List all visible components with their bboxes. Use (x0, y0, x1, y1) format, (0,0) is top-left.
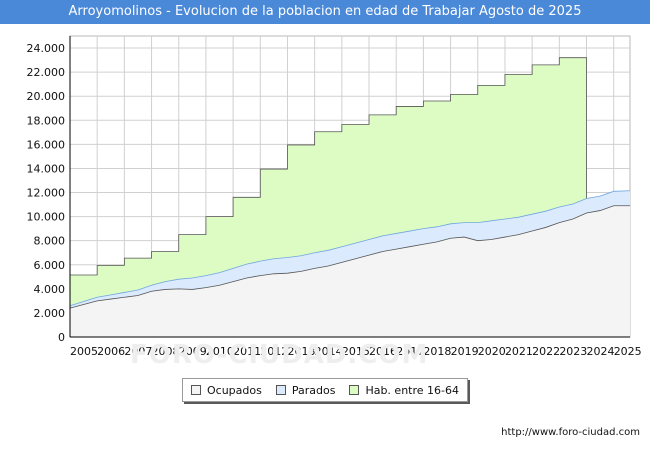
legend-item-parados: Parados (275, 383, 336, 397)
x-tick-label: 2012 (260, 345, 288, 358)
y-tick-label: 12.000 (27, 187, 66, 200)
hab-line (69, 57, 587, 337)
x-tick-label: 2009 (179, 345, 207, 358)
x-tick-label: 2014 (315, 345, 343, 358)
x-tick-label: 2023 (559, 345, 587, 358)
x-tick-label: 2021 (505, 345, 533, 358)
y-tick-label: 4.000 (34, 283, 66, 296)
legend-label-hab: Hab. entre 16-64 (365, 383, 459, 397)
x-tick-label: 2015 (342, 345, 370, 358)
watermark: FORO-CIUDAD.COM (130, 340, 429, 370)
x-tick-label: 2008 (152, 345, 180, 358)
y-tick-label: 20.000 (27, 90, 66, 103)
x-tick-label: 2011 (233, 345, 261, 358)
legend-item-hab: Hab. entre 16-64 (349, 384, 459, 397)
x-tick-label: 2022 (532, 345, 560, 358)
legend-label-ocupados: Ocupados (206, 383, 262, 397)
parados-area (70, 190, 630, 309)
legend-swatch-parados (275, 385, 286, 395)
y-tick-label: 18.000 (27, 114, 66, 127)
ocupados-line (69, 205, 630, 309)
x-tick-label: 2005 (70, 345, 98, 358)
y-tick-label: 10.000 (27, 211, 66, 224)
x-tick-label: 2024 (587, 345, 615, 358)
x-tick-label: 2010 (206, 345, 234, 358)
y-tick-label: 0 (58, 331, 65, 344)
y-tick-label: 14.000 (27, 162, 66, 175)
y-tick-label: 6.000 (34, 259, 66, 272)
footer-url[interactable]: http://www.foro-ciudad.com (501, 427, 640, 438)
x-tick-label: 2007 (124, 345, 152, 358)
y-axis: 0 2.000 4.000 6.000 8.000 10.000 12.000 14.000 1… (27, 36, 71, 344)
y-tick-label: 8.000 (34, 235, 66, 248)
legend-swatch-hab (349, 385, 360, 395)
x-tick-label: 2019 (451, 345, 479, 358)
series-areas (69, 57, 631, 338)
x-tick-label: 2017 (396, 345, 424, 358)
parados-line (69, 190, 631, 307)
ocupados-area (70, 205, 630, 337)
x-tick-label: 2025 (614, 345, 642, 358)
y-tick-label: 24.000 (27, 42, 66, 55)
y-tick-label: 2.000 (34, 307, 66, 320)
x-tick-label: 2020 (478, 345, 506, 358)
legend-label-parados: Parados (291, 383, 336, 397)
x-axis: 2005 2006 2007 2008 2009 2010 2011 2012 2013 2014… (70, 336, 642, 358)
x-tick-label: 2013 (287, 345, 315, 358)
chart-title: Arroyomolinos - Evolucion de la poblacio… (0, 0, 650, 24)
x-tick-label: 2018 (423, 345, 451, 358)
legend-swatch-ocupados (190, 385, 201, 395)
x-tick-label: 2006 (97, 345, 125, 358)
y-tick-label: 16.000 (27, 138, 66, 151)
legend: Ocupados Parados Hab. entre 16-64 (182, 378, 468, 402)
legend-item-ocupados: Ocupados (190, 383, 262, 397)
y-tick-label: 22.000 (27, 66, 66, 79)
x-tick-label: 2016 (369, 345, 397, 358)
